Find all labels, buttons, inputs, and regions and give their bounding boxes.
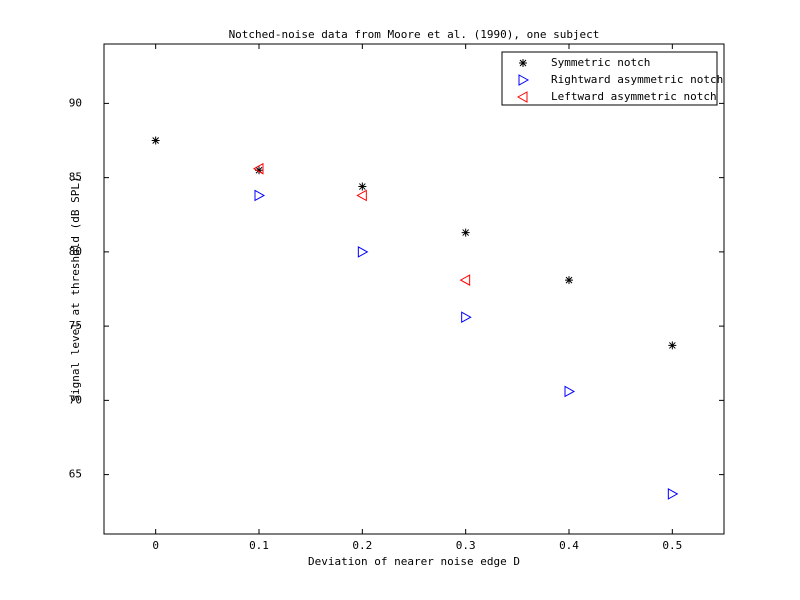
legend-label: Leftward asymmetric notch <box>551 90 717 103</box>
legend-box <box>501 51 718 106</box>
marker <box>565 276 573 285</box>
legend-marker <box>518 74 530 86</box>
marker <box>254 189 266 202</box>
marker <box>255 166 263 175</box>
marker <box>252 162 264 175</box>
marker <box>151 136 160 145</box>
x-tick-label: 0.5 <box>662 539 682 552</box>
marker <box>667 488 679 500</box>
legend-marker <box>516 91 528 103</box>
x-axis-label: Deviation of nearer noise edge D <box>308 555 520 568</box>
y-tick-label: 85 <box>69 171 82 184</box>
y-tick-label: 70 <box>69 393 82 406</box>
marker <box>459 274 471 286</box>
marker <box>357 246 369 258</box>
chart-title: Notched-noise data from Moore et al. (19… <box>229 28 600 41</box>
y-tick-label: 75 <box>69 319 82 332</box>
marker <box>358 182 367 191</box>
marker <box>564 385 576 398</box>
x-tick-label: 0.2 <box>352 539 372 552</box>
marker <box>461 228 470 237</box>
marker <box>461 311 472 324</box>
y-tick-label: 65 <box>69 468 82 481</box>
legend-label: Symmetric notch <box>551 56 650 69</box>
legend-marker <box>519 59 527 67</box>
legend-label: Rightward asymmetric notch <box>551 73 723 86</box>
y-axis-label: Signal level at threshold (dB SPL) <box>69 176 82 401</box>
marker <box>668 341 677 350</box>
x-tick-label: 0.4 <box>559 539 579 552</box>
x-tick-label: 0.3 <box>456 539 476 552</box>
x-tick-label: 0 <box>152 539 159 552</box>
plot-area <box>103 43 725 535</box>
y-tick-label: 80 <box>69 245 82 258</box>
marker <box>356 189 367 202</box>
x-tick-label: 0.1 <box>249 539 269 552</box>
y-tick-label: 90 <box>69 96 82 109</box>
